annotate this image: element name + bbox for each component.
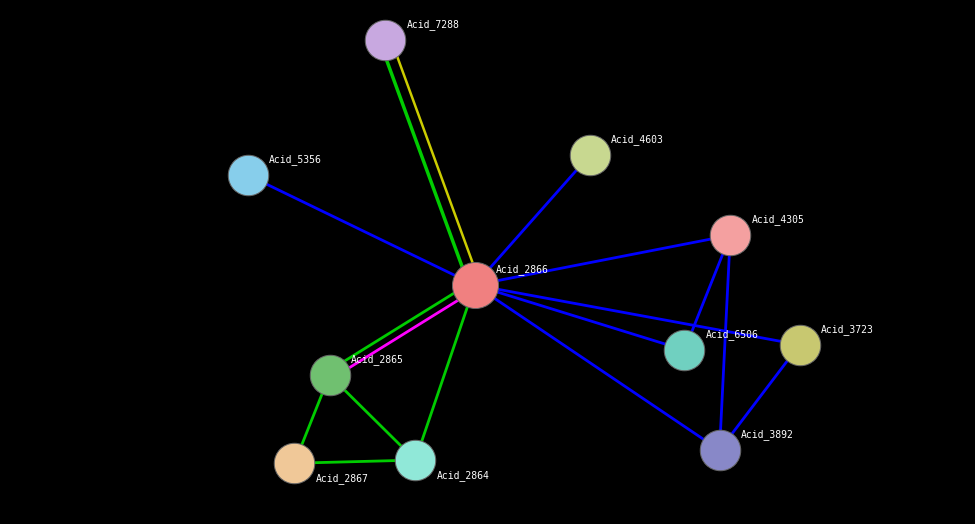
Text: Acid_6506: Acid_6506 (706, 329, 759, 340)
Point (467, 281, 483, 289)
Point (377, 36, 393, 44)
Text: Acid_2867: Acid_2867 (316, 474, 369, 485)
Point (287, 459, 302, 467)
Point (582, 151, 598, 159)
Point (240, 171, 255, 179)
Text: Acid_4305: Acid_4305 (752, 214, 804, 225)
Text: Acid_2864: Acid_2864 (437, 471, 489, 482)
Point (677, 346, 692, 354)
Text: Acid_2866: Acid_2866 (496, 264, 549, 275)
Point (712, 446, 727, 454)
Point (722, 231, 738, 239)
Text: Acid_3892: Acid_3892 (741, 429, 794, 440)
Text: Acid_5356: Acid_5356 (269, 154, 322, 165)
Point (792, 341, 807, 349)
Text: Acid_3723: Acid_3723 (821, 324, 874, 335)
Text: Acid_7288: Acid_7288 (407, 19, 459, 30)
Point (408, 456, 423, 464)
Point (322, 371, 337, 379)
Text: Acid_2865: Acid_2865 (351, 354, 404, 365)
Text: Acid_4603: Acid_4603 (611, 134, 664, 145)
